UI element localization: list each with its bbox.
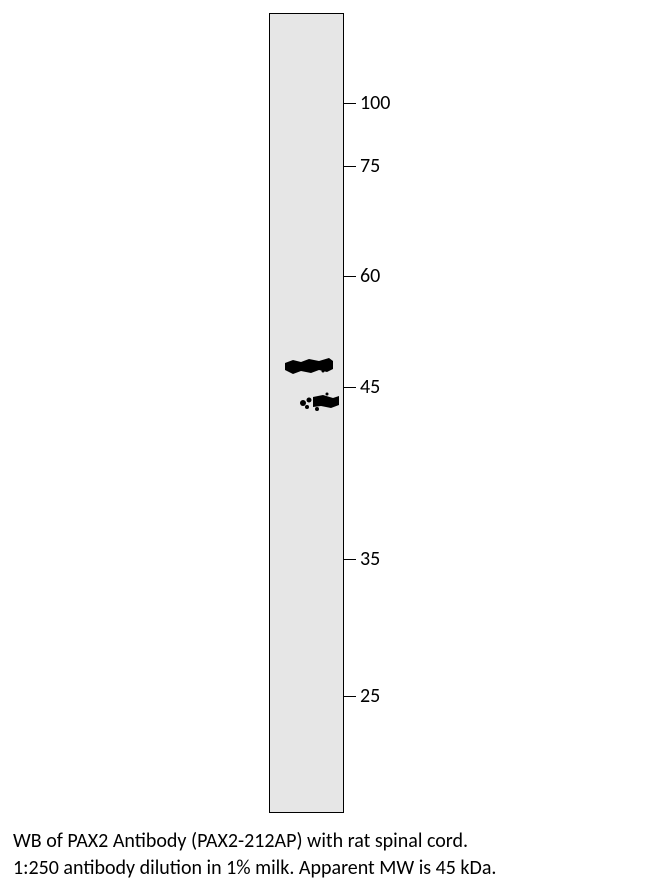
band-lower (297, 391, 357, 421)
marker-tick-75 (344, 166, 356, 167)
caption-line-2: 1:250 antibody dilution in 1% milk. Appa… (13, 855, 496, 882)
figure-caption: WB of PAX2 Antibody (PAX2-212AP) with ra… (13, 828, 496, 882)
marker-tick-35 (344, 559, 356, 560)
marker-label-25: 25 (360, 684, 380, 708)
western-blot-figure: 100 75 60 45 35 25 WB of PAX2 Antibody (… (0, 0, 650, 889)
marker-tick-100 (344, 103, 356, 104)
marker-label-100: 100 (360, 91, 390, 115)
caption-line-1: WB of PAX2 Antibody (PAX2-212AP) with ra… (13, 828, 496, 855)
marker-tick-25 (344, 696, 356, 697)
marker-label-35: 35 (360, 547, 380, 571)
marker-label-60: 60 (360, 264, 380, 288)
marker-tick-60 (344, 276, 356, 277)
band-upper (271, 353, 346, 393)
marker-label-45: 45 (360, 375, 380, 399)
marker-tick-45 (344, 387, 356, 388)
marker-label-75: 75 (360, 154, 380, 178)
